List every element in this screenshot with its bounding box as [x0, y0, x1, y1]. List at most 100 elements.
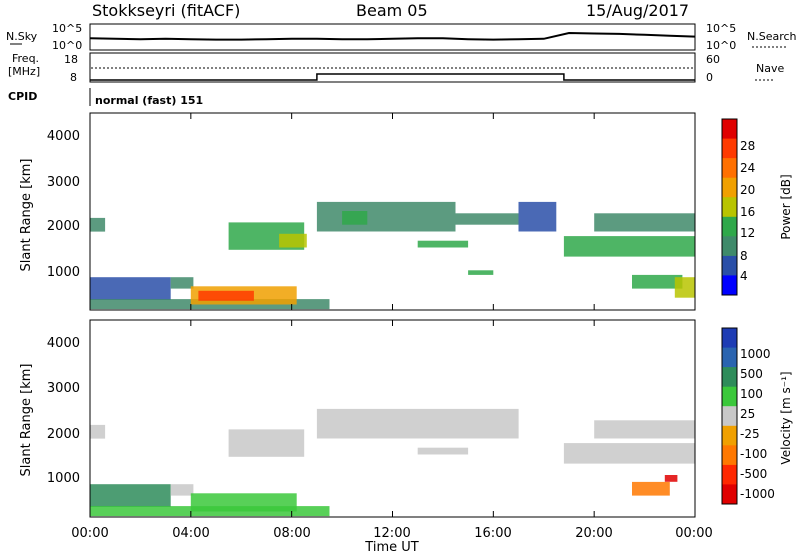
velocity-colorbar	[722, 328, 737, 505]
power-colorbar-label: Power [dB]	[779, 174, 793, 239]
power-region-5	[198, 290, 254, 301]
x-axis-ticks: 00:00 04:00 08:00 12:00 16:00 20:00 00:0…	[71, 526, 712, 541]
x-tick-0000: 00:00	[71, 526, 108, 541]
power-y-ticks: 1000 2000 3000 4000	[47, 129, 80, 280]
power-cbar-tick-8: 8	[740, 249, 748, 263]
power-region-7	[279, 233, 307, 248]
nsky-label: N.Sky	[6, 30, 38, 43]
velocity-region-1	[90, 484, 171, 507]
power-y-tick-3000: 3000	[47, 175, 80, 190]
velocity-cbar-swatch-3	[722, 386, 737, 407]
velocity-region-9	[594, 420, 695, 439]
freq-unit-label: [MHz]	[8, 65, 40, 78]
nsky-series-line	[89, 31, 696, 41]
power-cbar-swatch-4	[722, 197, 737, 218]
power-cbar-swatch-1	[722, 138, 737, 159]
x-axis-label: Time UT	[364, 540, 418, 554]
power-region-16	[632, 274, 683, 289]
nsky-tick-top: 10^5	[52, 22, 82, 35]
velocity-y-tick-4000: 4000	[47, 336, 80, 351]
power-region-1	[90, 277, 171, 300]
power-y-tick-1000: 1000	[47, 265, 80, 280]
velocity-region-0	[90, 424, 106, 439]
vel-cbar-tick-neg1000: -1000	[740, 487, 775, 501]
velocity-region-3	[170, 484, 194, 496]
velocity-colorbar-label: Velocity [m s⁻¹]	[779, 371, 793, 464]
power-region-17	[674, 277, 695, 298]
cpid-label: CPID	[8, 90, 37, 103]
freq-series-line	[90, 73, 695, 81]
axis-tick-marks	[89, 113, 696, 517]
noise-panel-frame	[89, 23, 696, 51]
nave-tick-top: 60	[706, 53, 720, 66]
power-cbar-swatch-7	[722, 255, 737, 276]
nsky-tick-bottom: 10^0	[52, 39, 82, 52]
velocity-region-8	[563, 443, 695, 464]
nsearch-tick-top: 10^5	[706, 22, 736, 35]
power-region-15	[594, 213, 695, 232]
power-colorbar-ticks: 4 8 12 16 20 24 28	[740, 139, 755, 283]
vel-cbar-tick-100: 100	[740, 387, 763, 401]
x-tick-2400: 00:00	[675, 526, 712, 541]
power-cbar-tick-16: 16	[740, 205, 755, 219]
vel-cbar-tick-neg500: -500	[740, 467, 767, 481]
beam-title: Beam 05	[356, 1, 428, 20]
x-tick-2000: 20:00	[575, 526, 612, 541]
vel-cbar-tick-1000: 1000	[740, 347, 771, 361]
freq-panel-frame	[89, 52, 696, 83]
nave-label: Nave	[756, 62, 784, 75]
freq-tick-top: 18	[64, 53, 78, 66]
velocity-colorbar-ticks: 1000 500 100 25 -25 -100 -500 -1000	[740, 347, 775, 501]
velocity-region-5	[228, 429, 305, 457]
velocity-cbar-swatch-2	[722, 367, 737, 388]
velocity-y-tick-1000: 1000	[47, 471, 80, 486]
velocity-y-tick-3000: 3000	[47, 381, 80, 396]
power-y-tick-2000: 2000	[47, 219, 80, 234]
nsearch-label: N.Search	[747, 30, 797, 43]
velocity-region-10	[632, 481, 670, 496]
power-region-0	[90, 217, 106, 232]
date-title: 15/Aug/2017	[586, 1, 689, 20]
freq-label: Freq.	[12, 52, 39, 65]
velocity-colorbar-frame	[721, 327, 738, 505]
x-tick-0400: 04:00	[172, 526, 209, 541]
velocity-y-ticks: 1000 2000 3000 4000	[47, 336, 80, 486]
velocity-cbar-swatch-6	[722, 445, 737, 466]
vel-cbar-tick-neg100: -100	[740, 447, 767, 461]
velocity-region-4	[190, 493, 297, 512]
velocity-region-7	[417, 447, 469, 455]
power-cbar-tick-20: 20	[740, 183, 755, 197]
power-region-9	[342, 211, 368, 225]
power-cbar-tick-4: 4	[740, 269, 748, 283]
power-region-14	[563, 236, 695, 257]
power-y-axis-label: Slant Range [km]	[19, 159, 34, 272]
velocity-region-11	[664, 475, 678, 482]
power-region-10	[417, 240, 469, 248]
power-cbar-swatch-2	[722, 158, 737, 179]
vel-cbar-tick-25: 25	[740, 407, 755, 421]
power-colorbar-frame	[721, 118, 738, 296]
power-cbar-tick-12: 12	[740, 226, 755, 240]
velocity-cbar-swatch-1	[722, 347, 737, 368]
power-cbar-tick-24: 24	[740, 161, 755, 175]
x-tick-0800: 08:00	[273, 526, 310, 541]
vel-cbar-tick-500: 500	[740, 367, 763, 381]
station-title: Stokkseyri (fitACF)	[92, 1, 240, 20]
power-heatmap	[90, 201, 695, 310]
power-y-tick-4000: 4000	[47, 129, 80, 144]
velocity-y-tick-2000: 2000	[47, 427, 80, 442]
power-region-13	[518, 201, 557, 232]
velocity-region-6	[316, 408, 519, 439]
velocity-y-axis-label: Slant Range [km]	[19, 364, 34, 477]
x-tick-1200: 12:00	[373, 526, 410, 541]
velocity-cbar-swatch-5	[722, 425, 737, 446]
cpid-text: normal (fast) 151	[95, 94, 203, 107]
power-region-2	[170, 277, 194, 289]
vel-cbar-tick-neg25: -25	[740, 427, 760, 441]
power-cbar-swatch-3	[722, 177, 737, 198]
velocity-cbar-swatch-8	[722, 484, 737, 505]
velocity-cbar-swatch-4	[722, 406, 737, 427]
power-region-11	[455, 213, 519, 225]
x-tick-1600: 16:00	[474, 526, 511, 541]
